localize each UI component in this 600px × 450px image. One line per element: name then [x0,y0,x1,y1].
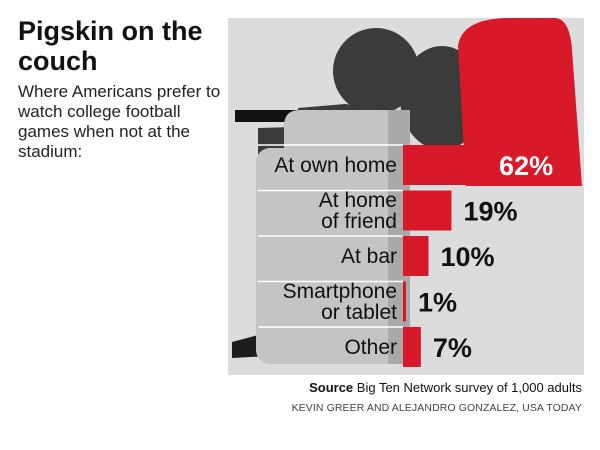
category-label: At home of friend [319,189,397,233]
couch-arm-icon [284,110,410,150]
source-prefix: Source [309,380,354,395]
value-label: 62% [499,151,553,181]
source-line: Source Big Ten Network survey of 1,000 a… [309,380,582,395]
category-label: At bar [341,245,397,268]
category-label: At own home [274,154,397,177]
category-label: Smartphone or tablet [283,280,398,324]
bars [258,144,562,367]
person-head-icon [333,28,419,114]
category-label: Other [344,336,397,359]
value-label: 1% [418,288,457,318]
bar [403,145,562,185]
recliner-back-icon [458,18,582,186]
value-label: 19% [463,197,517,227]
couch-body-icon [256,148,406,364]
chart-subtitle: Where Americans prefer to watch college … [18,82,221,161]
bar [403,327,421,367]
category-labels: At own home At home of friend At bar Smartph… [274,154,397,359]
bar [403,236,429,276]
value-label: 10% [441,242,495,272]
value-labels: 62% 19% 10% 1% 7% [418,151,553,363]
credit-line: KEVIN GREER AND ALEJANDRO GONZALEZ, USA … [291,402,582,414]
source-text: Big Ten Network survey of 1,000 adults [356,380,582,395]
chart-title: Pigskin on the couch [18,16,203,76]
bar [403,190,452,231]
bar [403,281,406,322]
value-label: 7% [433,333,472,363]
